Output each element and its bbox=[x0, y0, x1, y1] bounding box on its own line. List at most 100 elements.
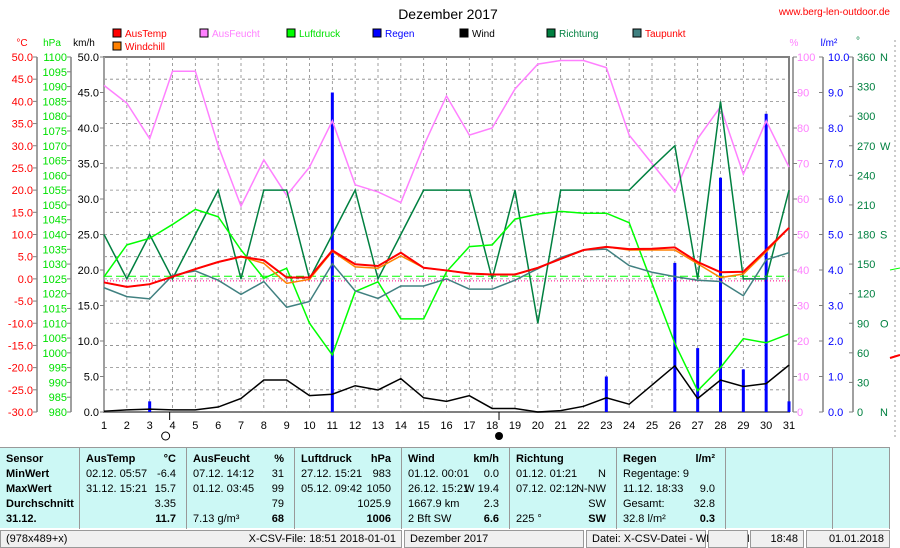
x-tick-label: 22 bbox=[577, 420, 589, 432]
table-row: Regentage: 9 bbox=[623, 467, 721, 482]
cell-label: 2 Bft SW bbox=[408, 513, 452, 525]
rain-bar bbox=[719, 177, 722, 412]
status-file: X-CSV-File: 18:51 2018-01-01 bbox=[248, 533, 396, 545]
status-blank bbox=[708, 530, 748, 548]
column-unit: km/h bbox=[473, 453, 499, 465]
column-title: AusFeucht bbox=[193, 453, 250, 465]
pressure-tick-label: 1070 bbox=[43, 141, 67, 153]
legend-label-taupunkt: Taupunkt bbox=[645, 29, 686, 40]
temp-tick-label: 15.0 bbox=[12, 207, 33, 219]
direction-tick-label: 120 bbox=[857, 289, 875, 301]
wind-tick-label: 35.0 bbox=[78, 159, 99, 171]
humidity-tick-label: 50 bbox=[797, 230, 809, 242]
humidity-tick-label: 80 bbox=[797, 123, 809, 135]
direction-tick-label: 210 bbox=[857, 200, 875, 212]
humidity-tick-label: 70 bbox=[797, 159, 809, 171]
pressure-tick-label: 1090 bbox=[43, 82, 67, 94]
pressure-tick-label: 1035 bbox=[43, 244, 67, 256]
chart-title: Dezember 2017 bbox=[398, 6, 498, 22]
column-unit: °C bbox=[163, 453, 176, 465]
cell-label: 7.13 g/m³ bbox=[193, 513, 240, 525]
cell-label: 02.12. 05:57 bbox=[86, 468, 148, 480]
rain-bar bbox=[696, 348, 700, 412]
pressure-tick-label: 1085 bbox=[43, 96, 67, 108]
x-tick-label: 24 bbox=[623, 420, 635, 432]
wind-unit-label: km/h bbox=[73, 38, 95, 49]
wind-tick-label: 25.0 bbox=[78, 230, 99, 242]
humidity-tick-label: 30 bbox=[797, 301, 809, 313]
table-row: 05.12. 09:42 1050 bbox=[301, 482, 397, 497]
humidity-tick-label: 90 bbox=[797, 88, 809, 100]
temp-tick-label: -15.0 bbox=[8, 340, 33, 352]
cell-value: N-NW bbox=[576, 483, 606, 495]
table-empty-column bbox=[726, 448, 833, 529]
cell-value: 9.0 bbox=[699, 483, 715, 495]
cell-label: 07.12. 14:12 bbox=[193, 468, 255, 480]
rain-tick-label: 1.0 bbox=[828, 372, 843, 384]
x-tick-label: 10 bbox=[303, 420, 315, 432]
rain-unit-label: l/m² bbox=[821, 38, 838, 49]
x-tick-label: 13 bbox=[372, 420, 384, 432]
cell-label: 01.12. 01:21 bbox=[516, 468, 578, 480]
column-title: Richtung bbox=[516, 453, 564, 465]
x-tick-label: 23 bbox=[600, 420, 612, 432]
direction-tick-label: 270 bbox=[857, 141, 875, 153]
humidity-tick-label: 0 bbox=[797, 407, 803, 419]
pressure-tick-label: 1000 bbox=[43, 348, 67, 360]
cell-value: 32.8 bbox=[693, 498, 715, 510]
status-time: 18:48 bbox=[750, 530, 804, 548]
x-tick-label: 29 bbox=[737, 420, 749, 432]
table-row: 26.12. 15:21 W 19.4 bbox=[408, 482, 505, 497]
legend-swatch-austemp bbox=[112, 28, 122, 38]
pressure-tick-label: 1005 bbox=[43, 333, 67, 345]
wind-tick-label: 20.0 bbox=[78, 265, 99, 277]
x-tick-label: 11 bbox=[327, 420, 338, 432]
x-tick-label: 1 bbox=[101, 420, 107, 432]
compass-label: W bbox=[880, 141, 891, 153]
x-tick-label: 3 bbox=[147, 420, 153, 432]
x-tick-label: 4 bbox=[169, 420, 175, 432]
website-link[interactable]: www.berg-len-outdoor.de bbox=[778, 7, 891, 18]
compass-label: N bbox=[880, 407, 888, 419]
table-column-wind: Wind km/h 01.12. 00:01 0.0 26.12. 15:21 W 19.… bbox=[402, 448, 510, 529]
column-title: Luftdruck bbox=[301, 453, 352, 465]
current-date-label: 31.12. bbox=[6, 513, 37, 525]
cell-label: 05.12. 09:42 bbox=[301, 483, 363, 495]
direction-tick-label: 30 bbox=[857, 377, 869, 389]
column-unit: % bbox=[274, 453, 284, 465]
temp-tick-label: 40.0 bbox=[12, 96, 33, 108]
rain-tick-label: 2.0 bbox=[828, 336, 843, 348]
x-tick-label: 20 bbox=[532, 420, 544, 432]
cell-label: 31.12. 15:21 bbox=[86, 483, 148, 495]
pressure-tick-label: 1045 bbox=[43, 215, 67, 227]
legend-swatch-ausfeucht bbox=[199, 28, 209, 38]
x-tick-label: 2 bbox=[124, 420, 130, 432]
table-row: 1025.9 bbox=[301, 497, 397, 512]
pressure-tick-label: 1065 bbox=[43, 156, 67, 168]
legend-label-ausfeucht: AusFeucht bbox=[212, 29, 260, 40]
wind-tick-label: 50.0 bbox=[78, 52, 99, 64]
x-tick-label: 12 bbox=[349, 420, 361, 432]
cell-value: 79 bbox=[271, 498, 284, 510]
x-tick-label: 30 bbox=[760, 420, 772, 432]
x-tick-label: 14 bbox=[395, 420, 407, 432]
table-row: 1667.9 km 2.3 bbox=[408, 497, 505, 512]
weather-chart: Dezember 2017 www.berg-len-outdoor.de °C… bbox=[8, 6, 900, 441]
temp-tick-label: 45.0 bbox=[12, 74, 33, 86]
rain-tick-label: 7.0 bbox=[828, 159, 843, 171]
cell-value: 31 bbox=[271, 468, 284, 480]
wind-tick-label: 15.0 bbox=[78, 301, 99, 313]
temp-tick-label: -20.0 bbox=[8, 363, 33, 375]
cell-value: SW bbox=[588, 498, 606, 510]
table-row: 7.13 g/m³ 68 bbox=[193, 512, 290, 527]
cell-value: 0.3 bbox=[699, 513, 715, 525]
pressure-tick-label: 990 bbox=[49, 377, 67, 389]
cell-value: 2.3 bbox=[483, 498, 499, 510]
cell-label: 11.12. 18:33 bbox=[623, 483, 684, 495]
wind-tick-label: 5.0 bbox=[84, 372, 99, 384]
rain-tick-label: 3.0 bbox=[828, 301, 843, 313]
cell-value: SW bbox=[588, 513, 606, 525]
direction-unit-label: ° bbox=[856, 36, 860, 47]
direction-tick-label: 60 bbox=[857, 348, 869, 360]
table-column-richtung: Richtung 01.12. 01:21 N 07.12. 02:12 N-NW SW 2… bbox=[510, 448, 617, 529]
